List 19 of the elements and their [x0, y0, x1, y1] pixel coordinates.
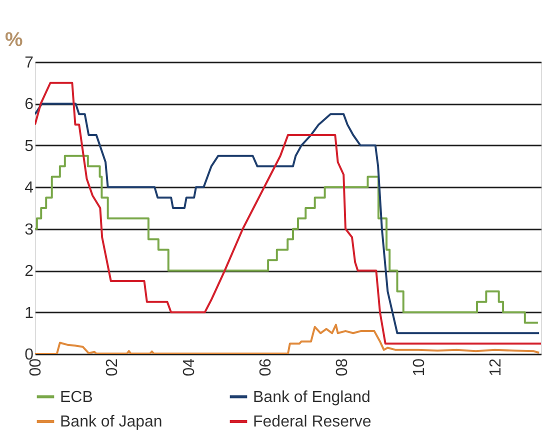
y-tick-label: 4: [24, 180, 34, 197]
legend-label: Federal Reserve: [253, 414, 372, 430]
x-tick-label: 08: [334, 358, 352, 376]
x-tick-label: 06: [258, 358, 274, 376]
x-tick-label: 04: [180, 358, 198, 376]
line-series: [35, 324, 540, 354]
y-tick-label: 5: [24, 138, 34, 155]
y-tick-label: 2: [24, 263, 34, 280]
y-tick-label: 1: [24, 304, 34, 322]
legend-label: Bank of England: [253, 388, 370, 406]
y-tick-label: 3: [24, 221, 34, 238]
y-tick-label: 7: [24, 54, 34, 72]
y-axis-title: %: [5, 29, 23, 51]
legend-label: ECB: [60, 388, 93, 406]
x-tick-label: 10: [410, 358, 428, 376]
legend-label: Bank of Japan: [60, 414, 162, 430]
x-tick-label: 12: [488, 358, 504, 376]
x-tick-label: 02: [104, 358, 122, 376]
y-tick-label: 6: [24, 96, 34, 114]
